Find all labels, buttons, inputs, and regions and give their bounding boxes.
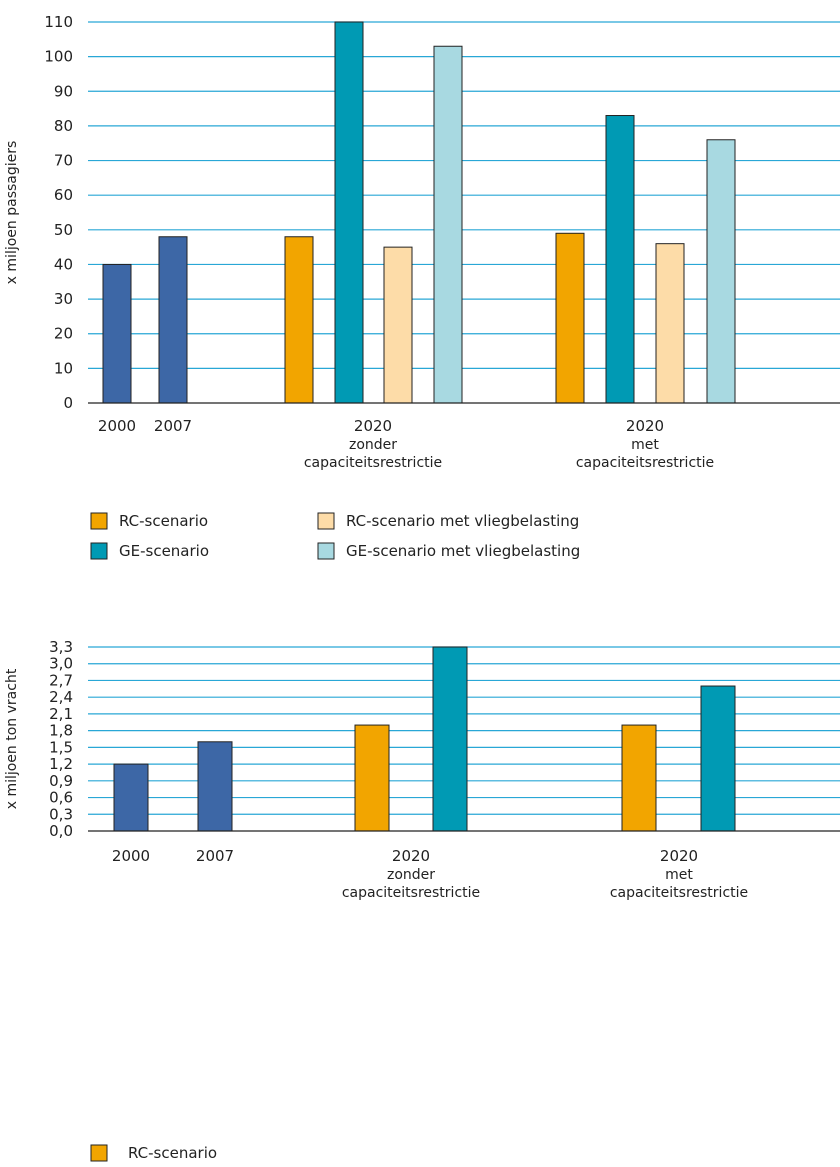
x-category-label: capaciteitsrestrictie: [576, 455, 714, 471]
x-category-label: capaciteitsrestrictie: [342, 885, 480, 901]
legend-label: GE-scenario met vliegbelasting: [346, 542, 580, 560]
x-category-label: 2000: [112, 847, 150, 865]
y-tick-label: 3,0: [49, 655, 73, 673]
y-tick-label: 0,3: [49, 805, 73, 823]
x-category-label: 2000: [98, 417, 136, 435]
bar-rc_tax: [655, 243, 685, 404]
legend-swatch-ge_tax: [317, 542, 335, 560]
y-tick-label: 0,9: [49, 772, 73, 790]
y-tick-label: 70: [54, 152, 73, 170]
y-tick-label: 1,5: [49, 738, 73, 756]
x-category-label: 2020: [626, 417, 664, 435]
y-tick-label: 80: [54, 117, 73, 135]
x-category-label: zonder: [387, 867, 435, 883]
legend-swatch-ge: [90, 542, 108, 560]
y-axis-label: x miljoen passagiers: [4, 141, 20, 285]
legend-label: RC-scenario met vliegbelasting: [346, 512, 579, 530]
x-category-label: zonder: [349, 437, 397, 453]
x-category-label: met: [631, 437, 659, 453]
y-tick-label: 60: [54, 186, 73, 204]
y-tick-label: 30: [54, 290, 73, 308]
y-tick-label: 1,8: [49, 722, 73, 740]
y-tick-label: 1,2: [49, 755, 73, 773]
y-tick-label: 0: [63, 394, 73, 412]
legend-label: GE-scenario: [119, 542, 209, 560]
bar-history: [158, 236, 188, 404]
y-tick-label: 3,3: [49, 638, 73, 656]
bar-ge: [700, 685, 736, 832]
x-category-label: capaciteitsrestrictie: [610, 885, 748, 901]
x-category-label: 2020: [392, 847, 430, 865]
bar-ge: [605, 115, 635, 404]
y-tick-label: 20: [54, 325, 73, 343]
y-tick-label: 2,1: [49, 705, 73, 723]
bar-history: [197, 741, 233, 832]
y-tick-label: 10: [54, 359, 73, 377]
y-tick-label: 90: [54, 82, 73, 100]
passenger-chart: 0 10 20 30 40 50 60 70 80 90 100 110 x miljoen passa…: [4, 13, 840, 560]
bar-ge_tax: [433, 45, 463, 404]
legend-label: RC-scenario: [119, 512, 208, 530]
y-tick-label: 100: [44, 48, 73, 66]
y-tick-label: 0,0: [49, 822, 73, 840]
x-category-label: 2020: [354, 417, 392, 435]
freight-chart: 0,00,30,60,91,21,51,82,12,42,73,03,3 x mi…: [4, 638, 840, 1162]
y-tick-label: 0,6: [49, 789, 73, 807]
bar-rc: [621, 724, 657, 832]
y-tick-label: 110: [44, 13, 73, 31]
bar-ge_tax: [706, 139, 736, 404]
bar-rc: [284, 236, 314, 404]
bar-ge: [334, 21, 364, 404]
y-tick-label: 2,4: [49, 688, 73, 706]
bar-history: [113, 763, 149, 832]
y-tick-label: 2,7: [49, 671, 73, 689]
bar-history: [102, 263, 132, 404]
x-category-label: 2020: [660, 847, 698, 865]
legend-swatch-rc: [90, 512, 108, 530]
x-category-label: 2007: [196, 847, 234, 865]
legend-swatch-rc_tax: [317, 512, 335, 530]
x-category-label: 2007: [154, 417, 192, 435]
y-axis-label: x miljoen ton vracht: [4, 668, 20, 809]
bar-rc: [354, 724, 390, 832]
bar-rc: [555, 232, 585, 404]
legend-swatch-rc: [90, 1144, 108, 1162]
x-category-label: met: [665, 867, 693, 883]
y-tick-label: 40: [54, 255, 73, 273]
legend-label: RC-scenario: [128, 1144, 217, 1162]
x-category-label: capaciteitsrestrictie: [304, 455, 442, 471]
y-tick-label: 50: [54, 221, 73, 239]
bar-ge: [432, 646, 468, 832]
bar-rc_tax: [383, 246, 413, 404]
